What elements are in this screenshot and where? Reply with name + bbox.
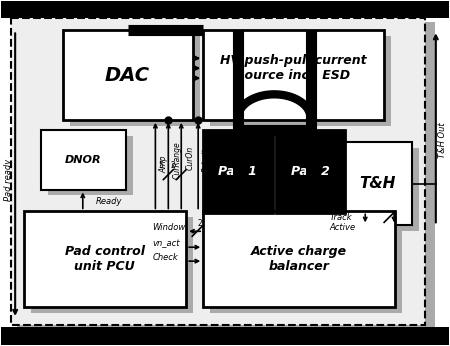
Text: T&H: T&H [359, 176, 396, 191]
Text: Pad 2: Pad 2 [291, 165, 330, 178]
Bar [1, 327, 449, 345]
Text: 5: 5 [158, 161, 163, 170]
Bar [203, 130, 273, 213]
Bar [70, 36, 200, 126]
Bar [24, 211, 186, 307]
Bar [276, 130, 345, 213]
Bar [17, 22, 435, 329]
Text: Active: Active [329, 223, 356, 232]
Text: T&H Out: T&H Out [438, 122, 447, 158]
Text: 2: 2 [171, 161, 176, 170]
Text: Pad control
unit PCU: Pad control unit PCU [65, 245, 144, 273]
Bar [210, 36, 391, 126]
Text: DAC: DAC [105, 66, 150, 85]
Bar [349, 148, 419, 231]
Text: 2: 2 [198, 219, 203, 228]
Bar [11, 18, 425, 325]
Text: Active charge
balancer: Active charge balancer [251, 245, 346, 273]
Text: CurOn: CurOn [185, 146, 194, 170]
Bar [203, 30, 384, 120]
Text: Amp: Amp [159, 156, 168, 173]
Text: vn_act: vn_act [153, 239, 180, 248]
Bar [203, 211, 395, 307]
Text: Analog bus: Analog bus [177, 2, 273, 17]
Bar [342, 142, 412, 225]
Bar [31, 217, 193, 313]
Text: Track: Track [329, 213, 352, 222]
Text: Pad 1: Pad 1 [219, 165, 257, 178]
Text: Polarity: Polarity [202, 143, 211, 172]
Bar [48, 136, 132, 195]
Bar [1, 1, 449, 18]
Text: Pad ready: Pad ready [4, 158, 13, 201]
Text: Ready: Ready [96, 197, 122, 206]
Text: DNOR: DNOR [64, 155, 101, 165]
Text: Digital Bus: Digital Bus [178, 329, 272, 344]
Text: Check: Check [153, 253, 178, 262]
Text: HV push-pull current
source incl. ESD: HV push-pull current source incl. ESD [220, 54, 367, 82]
Bar [63, 30, 193, 120]
Bar [41, 130, 126, 190]
Bar [210, 217, 402, 313]
Text: CurRange: CurRange [172, 141, 181, 179]
Text: Window: Window [153, 223, 186, 232]
